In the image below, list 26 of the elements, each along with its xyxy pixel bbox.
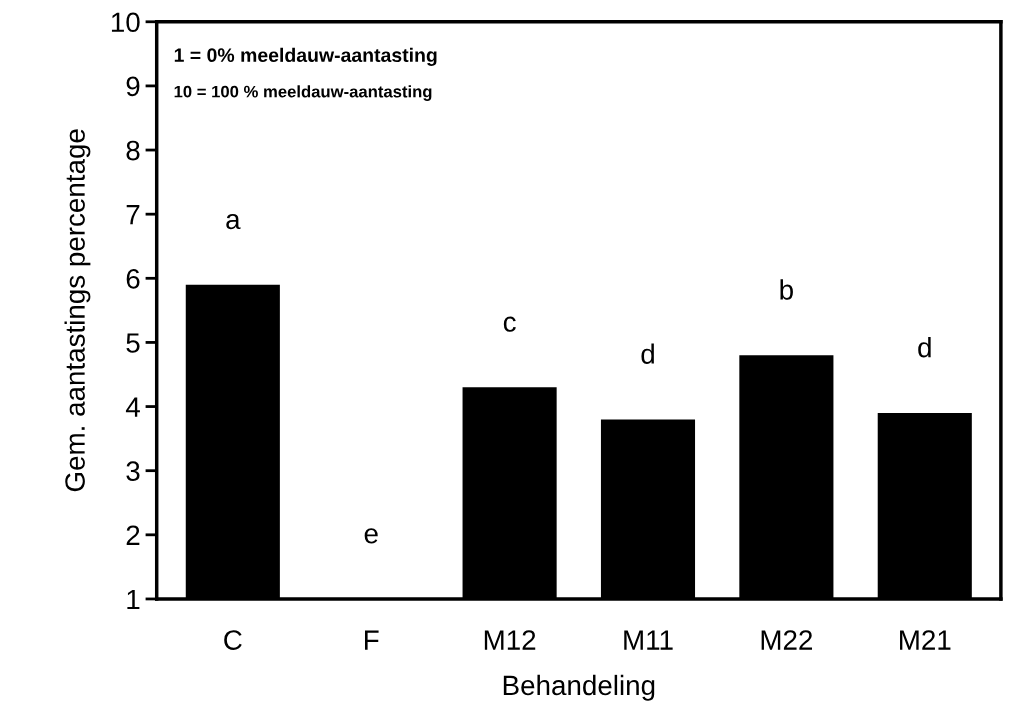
x-tick-label: M12: [484, 630, 536, 650]
y-tick-label: 1: [127, 589, 140, 610]
data-label: b: [780, 279, 793, 300]
data-label: e: [364, 528, 378, 544]
y-tick-label: 3: [126, 461, 140, 482]
x-tick-label: F: [365, 630, 379, 650]
y-tick-label: 2: [126, 525, 140, 545]
data-label: c: [503, 316, 516, 332]
y-tick-label: 8: [126, 140, 140, 161]
y-tick-label: 5: [126, 333, 140, 353]
x-tick-label: M22: [761, 630, 813, 650]
x-tick-label: M11: [624, 630, 673, 650]
annotation: 1 = 0% meeldauw-aantasting: [174, 47, 437, 66]
x-axis-title: Behandeling: [503, 674, 655, 701]
x-tick-label: M21: [900, 630, 951, 650]
y-tick-label: 10: [111, 12, 140, 33]
y-tick-label: 6: [126, 268, 140, 289]
y-tick-label: 7: [126, 205, 140, 225]
data-label: d: [641, 343, 654, 364]
data-label: d: [918, 337, 931, 358]
y-tick-label: 9: [126, 76, 140, 97]
y-axis-title: Gem. aantastings percentage: [64, 129, 91, 492]
annotation: 10 = 100 % meeldauw-aantasting: [174, 85, 432, 101]
y-tick-label: 4: [125, 397, 140, 417]
data-label: a: [226, 214, 241, 230]
x-tick-label: C: [224, 630, 242, 650]
